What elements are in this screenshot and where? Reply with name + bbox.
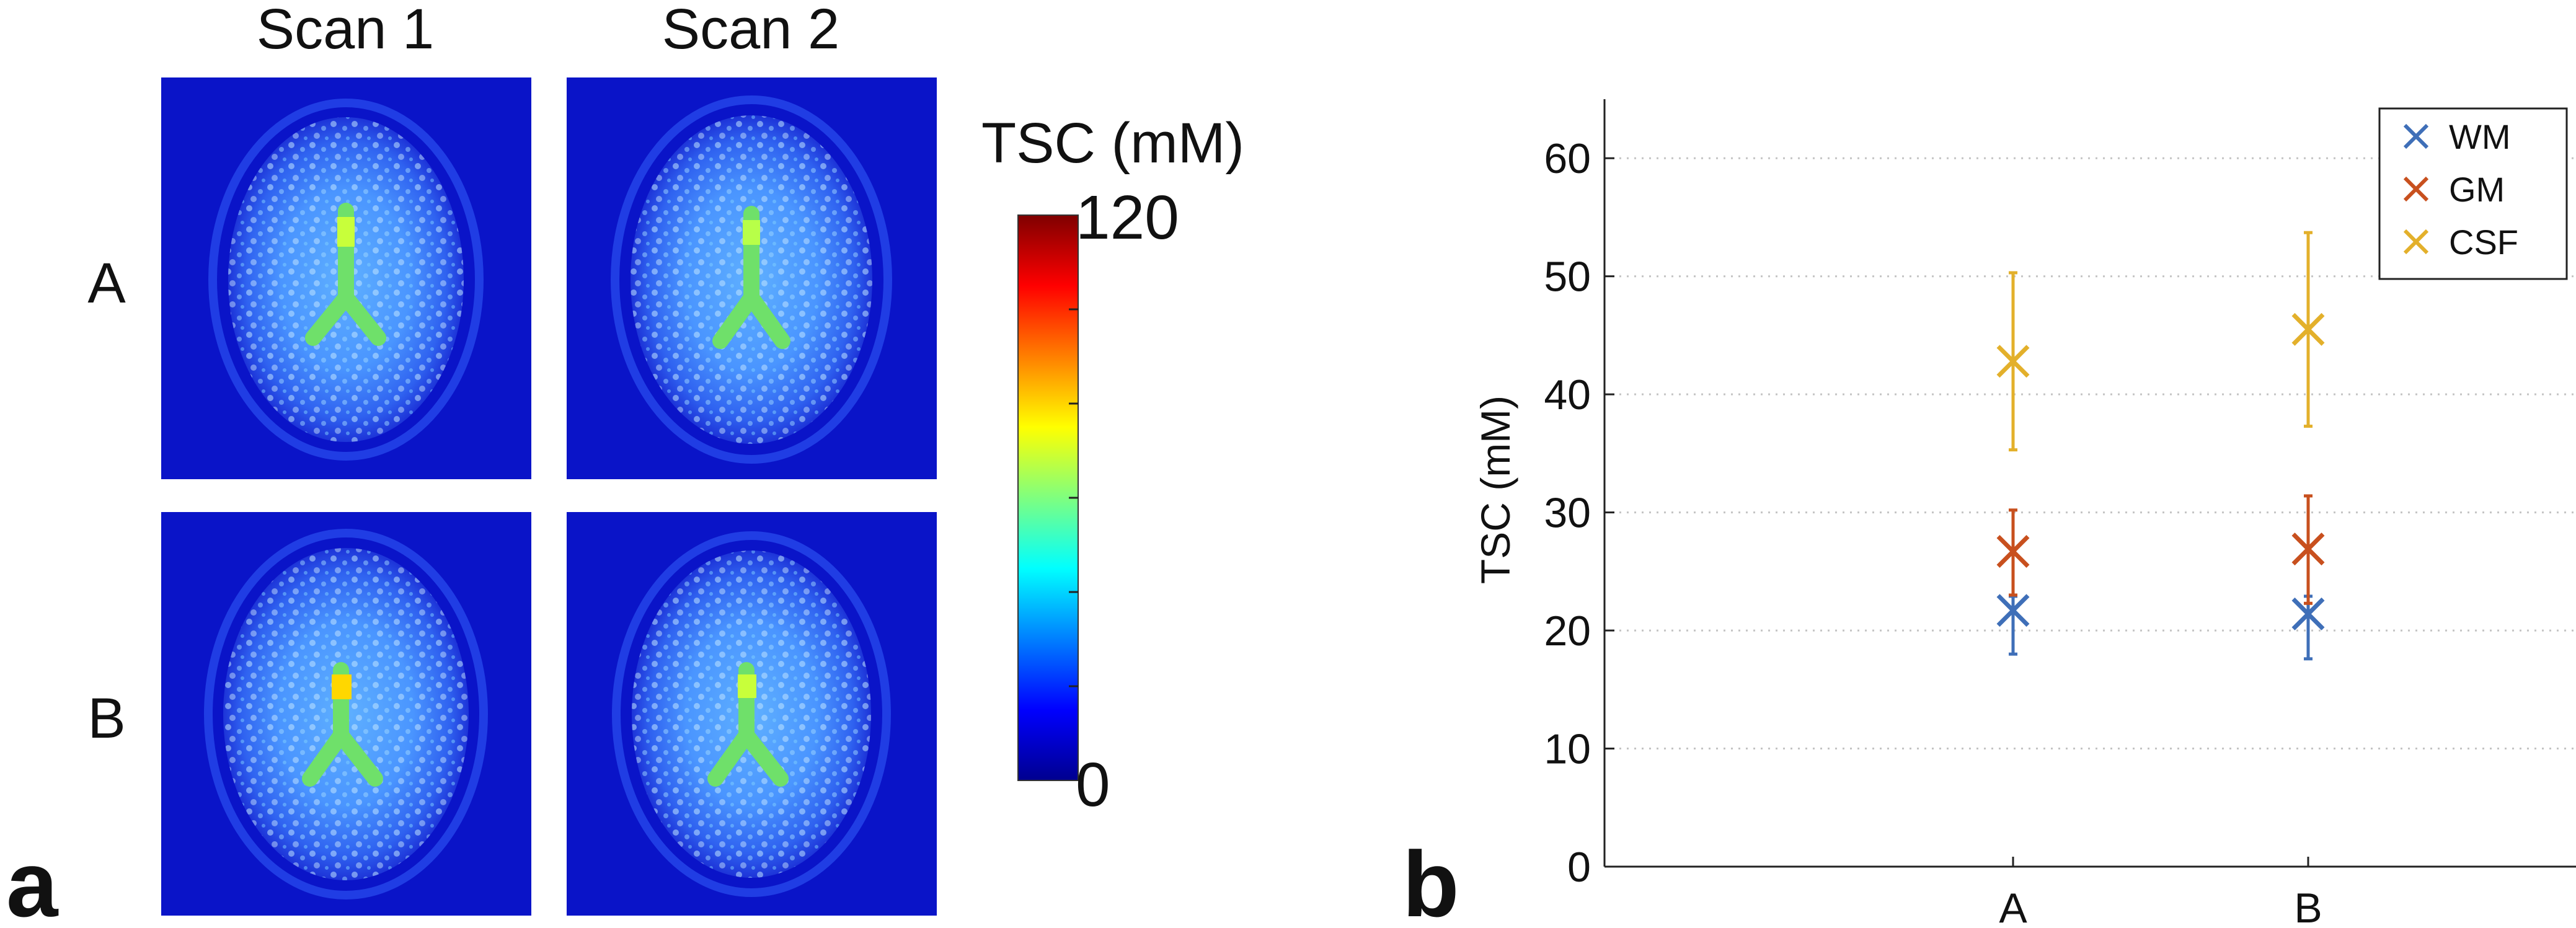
brain-image-a-scan-1 — [161, 77, 531, 479]
legend-marker-wm — [2403, 123, 2429, 149]
y-axis-ticks: 0 10 20 30 40 50 60 — [1544, 135, 1614, 891]
brain-image-b-scan-2 — [567, 512, 937, 916]
row-label-a: A — [87, 252, 126, 315]
legend-label-csf: CSF — [2449, 223, 2518, 262]
legend-label-gm: GM — [2449, 170, 2505, 209]
legend-marker-csf — [2403, 229, 2429, 255]
panel-a: a Scan 1 Scan 2 A B — [6, 0, 1244, 928]
y-tick-label-60: 60 — [1544, 135, 1591, 182]
legend-label-wm: WM — [2449, 117, 2511, 156]
colorbar-title: TSC (mM) — [981, 112, 1244, 175]
column-label-scan-2: Scan 2 — [662, 0, 839, 61]
legend-marker-gm — [2403, 176, 2429, 202]
y-tick-label-0: 0 — [1567, 844, 1591, 891]
series-wm — [1996, 594, 2325, 661]
panel-a-letter: a — [6, 832, 59, 928]
x-tick-label-a: A — [1999, 885, 2027, 928]
brain-image-a-scan-2 — [567, 77, 937, 479]
panel-b-letter: b — [1402, 832, 1459, 928]
legend: WM GM CSF — [2378, 107, 2568, 280]
y-axis-title: TSC (mM) — [1472, 396, 1518, 584]
marker-gm-b — [2291, 532, 2325, 566]
marker-csf-a — [1996, 345, 2030, 378]
marker-wm-b — [2291, 597, 2325, 630]
colorbar — [1017, 214, 1079, 781]
series-csf — [1996, 231, 2325, 452]
y-tick-label-50: 50 — [1544, 254, 1591, 301]
colorbar-ticks — [1069, 308, 1078, 687]
row-label-b: B — [87, 687, 125, 750]
y-tick-label-30: 30 — [1544, 490, 1591, 537]
marker-gm-a — [1996, 534, 2030, 568]
x-tick-label-b: B — [2294, 885, 2322, 928]
plot-axes — [1603, 99, 2576, 868]
marker-wm-a — [1996, 594, 2030, 627]
brain-image-b-scan-1 — [161, 512, 531, 916]
colorbar-max-label: 120 — [1076, 183, 1179, 252]
column-label-scan-1: Scan 1 — [257, 0, 434, 61]
marker-csf-b — [2291, 312, 2325, 346]
data-series — [1996, 231, 2325, 661]
colorbar-min-label: 0 — [1076, 750, 1110, 820]
y-tick-label-20: 20 — [1544, 608, 1591, 655]
y-tick-label-10: 10 — [1544, 726, 1591, 773]
series-gm — [1996, 494, 2325, 605]
y-tick-label-40: 40 — [1544, 371, 1591, 418]
